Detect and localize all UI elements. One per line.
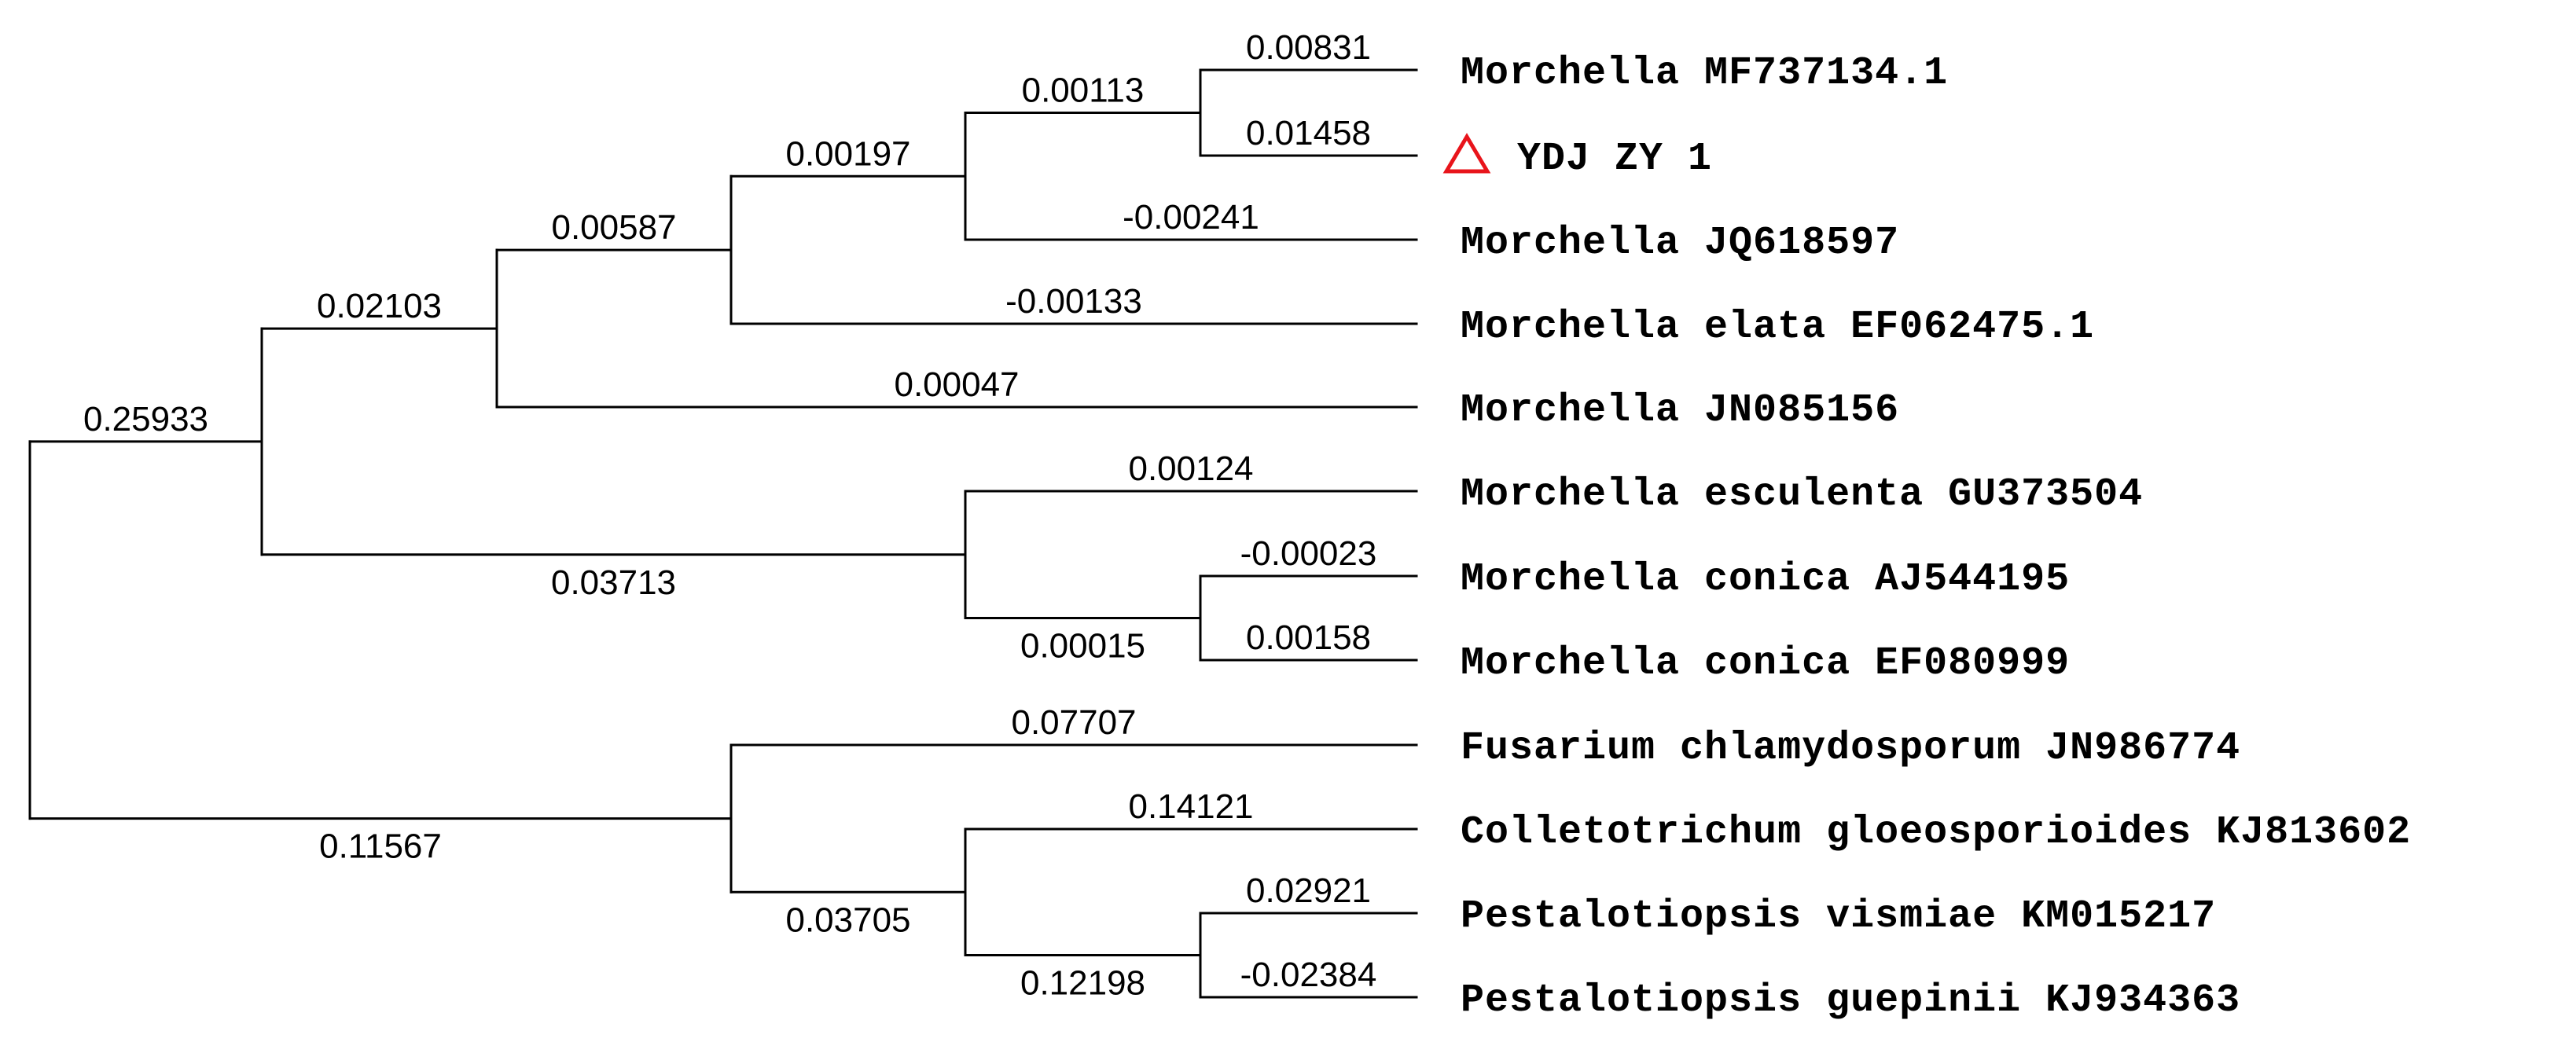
- branch-length-ydj: 0.01458: [1246, 114, 1371, 152]
- branch-length-colletotrichum: 0.14121: [1128, 787, 1253, 826]
- tree-branches: [28, 68, 1418, 999]
- branch-length-inner_mf_ydj: 0.00113: [1022, 72, 1145, 110]
- taxon-label: Morchella JQ618597: [1461, 221, 1899, 266]
- taxon-label: Morchella MF737134.1: [1461, 51, 1948, 96]
- branch-length-inner_esc_conica: 0.03713: [551, 563, 676, 602]
- taxon-label: Pestalotiopsis guepinii KJ934363: [1461, 978, 2240, 1023]
- triangle-marker-icon: [1442, 133, 1491, 174]
- branch-length-inner_to_elata: 0.00587: [551, 208, 676, 247]
- taxon-label: Morchella esculenta GU373504: [1461, 472, 2143, 517]
- branch-length-guepinii: -0.02384: [1240, 956, 1377, 994]
- taxon-label: Colletotrichum gloeosporioides KJ813602: [1461, 810, 2411, 855]
- taxon-label: Morchella JN085156: [1461, 388, 1899, 433]
- branch-length-labels: 0.00831 0.01458 0.00113 -0.00241 0.00197 -0.0…: [83, 28, 1376, 1003]
- branch-length-inner_conica: 0.00015: [1020, 627, 1145, 666]
- branch-length-vismiae: 0.02921: [1246, 871, 1371, 910]
- taxon-label: Morchella conica AJ544195: [1461, 557, 2070, 602]
- taxon-label: YDJ ZY 1: [1517, 137, 1712, 182]
- branch-length-morchella_clade: 0.25933: [83, 400, 208, 438]
- branch-length-inner_coll_pest: 0.03705: [785, 901, 910, 939]
- branch-length-inner_pestalotiopsis: 0.12198: [1020, 964, 1145, 1003]
- branch-length-elata: -0.00133: [1005, 282, 1142, 321]
- branch-length-jn085156: 0.00047: [894, 365, 1019, 404]
- branch-length-jq618597: -0.00241: [1123, 198, 1259, 237]
- branch-length-outgroup_clade: 0.11567: [319, 827, 442, 866]
- taxon-label: Morchella conica EF080999: [1461, 641, 2070, 686]
- taxon-label: Pestalotiopsis vismiae KM015217: [1461, 894, 2216, 939]
- branch-length-esculenta: 0.00124: [1128, 449, 1253, 488]
- taxon-label: Morchella elata EF062475.1: [1461, 305, 2094, 350]
- taxon-label: Fusarium chlamydosporum JN986774: [1461, 726, 2240, 771]
- branch-length-inner_to_jn085156: 0.02103: [317, 287, 442, 325]
- branch-length-conica_ef: 0.00158: [1246, 618, 1371, 657]
- taxon-labels: Morchella MF737134.1 YDJ ZY 1 Morchella JQ…: [1442, 51, 2411, 1023]
- branch-length-inner_mf_ydj_jq: 0.00197: [785, 134, 910, 173]
- branch-length-fusarium: 0.07707: [1011, 703, 1136, 742]
- branch-length-mf737134: 0.00831: [1246, 28, 1371, 67]
- branch-length-conica_aj: -0.00023: [1240, 534, 1377, 573]
